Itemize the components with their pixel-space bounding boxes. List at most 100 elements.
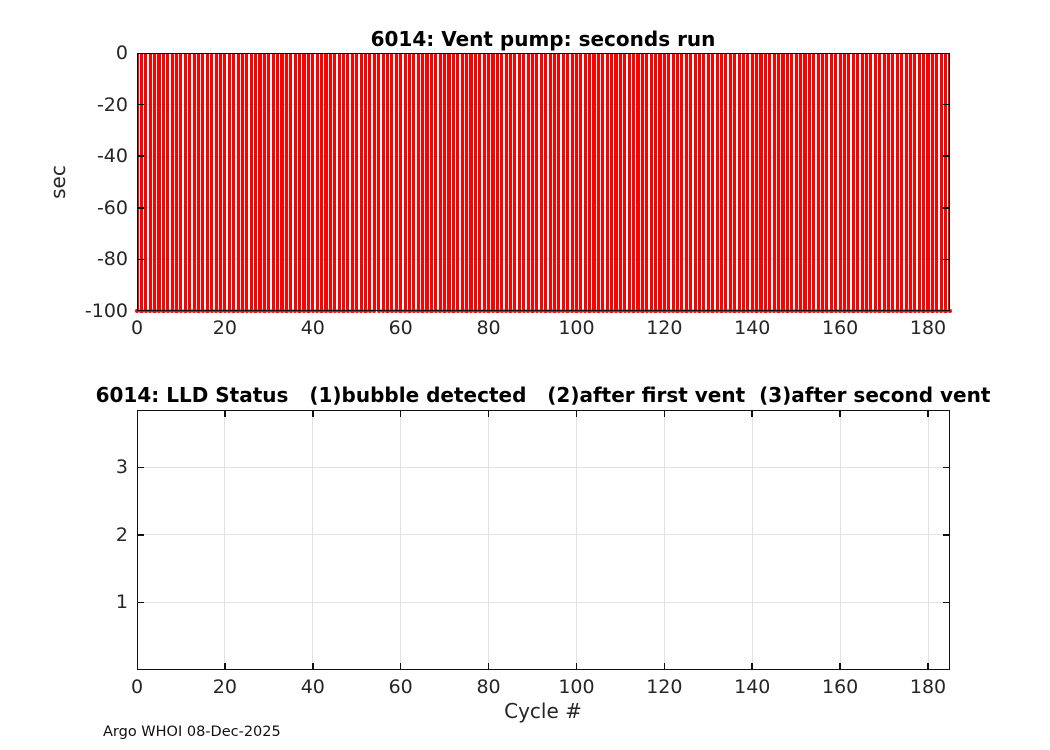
y-tickmark (137, 103, 144, 106)
stem-tip-marker (763, 308, 768, 314)
stem (561, 53, 565, 311)
stem (368, 53, 372, 311)
stem (456, 53, 460, 311)
stem (517, 53, 521, 311)
vertical-gridline (575, 410, 577, 670)
stem (557, 53, 561, 311)
stem (530, 53, 535, 311)
stem-tip-marker (372, 308, 377, 314)
stem-tip-marker (640, 308, 645, 314)
stem (548, 53, 552, 311)
stem (636, 53, 640, 311)
stem (341, 53, 346, 311)
stem-tip-marker (829, 308, 834, 314)
x-tickmark (575, 663, 578, 670)
stem (412, 53, 416, 311)
x-tick-label: 40 (300, 317, 325, 339)
stem (807, 53, 811, 311)
stem (570, 53, 574, 311)
stem (627, 53, 631, 311)
stem (236, 53, 240, 311)
stem (302, 53, 306, 311)
stem (363, 53, 368, 311)
horizontal-gridline (137, 258, 950, 260)
stem (144, 53, 148, 311)
stem (311, 53, 315, 311)
stem (737, 53, 741, 311)
stem-tip-marker (719, 308, 724, 314)
x-tickmark-top (137, 410, 138, 417)
stem-tip-marker (205, 308, 210, 314)
stem (443, 53, 447, 311)
stem (469, 53, 473, 311)
stem (618, 53, 622, 311)
stem (706, 53, 710, 311)
stem (684, 53, 688, 311)
stem (605, 53, 609, 311)
stem (350, 53, 354, 311)
stem-tip-marker (495, 308, 500, 314)
vertical-gridline (927, 410, 929, 670)
stem (254, 53, 258, 311)
x-tickmark (137, 663, 138, 670)
vertical-gridline (224, 410, 226, 670)
y-tick-label: -40 (96, 145, 128, 168)
vertical-gridline (663, 410, 665, 670)
x-tickmark (663, 663, 666, 670)
stem (697, 53, 702, 311)
y-tickmark-right (943, 207, 950, 209)
plot-area (137, 53, 950, 311)
stem (596, 53, 600, 311)
stem (210, 53, 214, 311)
stem (381, 53, 385, 311)
x-tick-label: 40 (300, 676, 325, 698)
stem (926, 53, 930, 311)
x-tickmark-top (751, 410, 753, 417)
stem (733, 53, 737, 311)
stem (689, 53, 693, 311)
x-tickmark (751, 663, 753, 670)
stem (196, 53, 201, 311)
stem (192, 53, 196, 311)
x-tick-label: 120 (646, 317, 683, 339)
stem (495, 53, 499, 311)
stem (478, 53, 482, 311)
stem-tip-marker (161, 308, 166, 314)
stem (214, 53, 218, 311)
stem (333, 53, 337, 311)
stem (218, 53, 223, 311)
x-tick-label: 0 (130, 676, 144, 698)
y-tickmark-right (943, 258, 950, 261)
stem-tip-marker (350, 308, 355, 314)
stem (377, 53, 381, 311)
x-tick-label: 120 (646, 676, 683, 698)
x-tickmark-top (487, 410, 490, 417)
stem (544, 53, 548, 311)
stem (900, 53, 904, 311)
stem (293, 53, 297, 311)
stem (465, 53, 469, 311)
stem-tip-marker (662, 308, 667, 314)
y-tickmark-right (943, 155, 950, 157)
bottom-chart-xlabel: Cycle # (504, 699, 582, 723)
x-tickmark (927, 663, 929, 670)
vent-pump-stem-chart (134, 53, 953, 314)
stem (781, 53, 785, 311)
stem (614, 53, 618, 311)
stem (175, 53, 179, 311)
stem (161, 53, 165, 311)
stem (240, 53, 244, 311)
stem (451, 53, 455, 311)
stem (847, 53, 851, 311)
stem (201, 53, 205, 311)
stem (447, 53, 451, 311)
stem (856, 53, 860, 311)
y-tickmark-right (943, 466, 950, 469)
stem-tip-marker (451, 308, 456, 314)
x-tickmark (224, 663, 226, 670)
stem (320, 53, 324, 311)
x-tick-label: 100 (558, 676, 595, 698)
x-tick-label: 80 (476, 317, 501, 339)
stem-tip-marker (947, 308, 953, 314)
stem (750, 53, 754, 311)
